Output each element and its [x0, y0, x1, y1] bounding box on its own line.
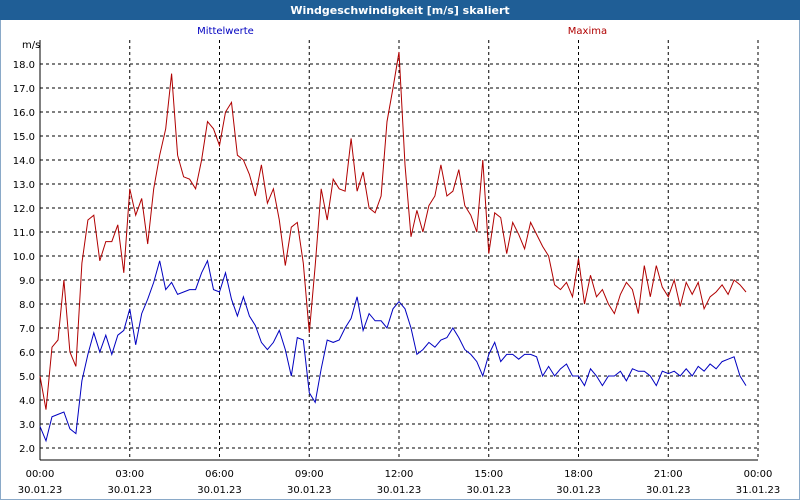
x-tick-time-label: 15:00 — [474, 469, 503, 480]
x-tick-date-label: 30.01.23 — [466, 485, 511, 496]
y-tick-label: 5.0 — [19, 372, 35, 383]
chart-title-bar: Windgeschwindigkeit [m/s] skaliert — [0, 0, 800, 20]
x-tick-date-label: 30.01.23 — [107, 485, 152, 496]
x-tick-date-label: 30.01.23 — [377, 485, 422, 496]
axes — [39, 40, 758, 461]
y-tick-label: 9.0 — [19, 276, 35, 287]
tick-labels: 2.0 3.0 4.0 5.0 6.0 7.0 8.0 9.0 10.0 11.0 12.0 13.0… — [13, 26, 781, 496]
x-tick-time-label: 00:00 — [744, 469, 773, 480]
chart-title: Windgeschwindigkeit [m/s] skaliert — [290, 3, 510, 17]
x-tick-time-label: 06:00 — [205, 469, 234, 480]
legend-mittelwerte: Mittelwerte — [197, 26, 254, 37]
grid-lines — [39, 40, 759, 460]
y-tick-label: 6.0 — [19, 348, 35, 359]
x-tick-time-label: 18:00 — [564, 469, 593, 480]
series-lines — [39, 51, 747, 443]
x-tick-time-label: 12:00 — [385, 469, 414, 480]
x-tick-time-label: 21:00 — [654, 469, 683, 480]
legend-maxima: Maxima — [568, 26, 607, 37]
series-line-mittelwerte — [39, 259, 747, 443]
y-tick-label: 14.0 — [13, 156, 35, 167]
y-tick-label: 16.0 — [13, 108, 35, 119]
y-axis-unit-label: m/s — [22, 40, 40, 51]
x-tick-time-label: 09:00 — [295, 469, 324, 480]
y-tick-label: 15.0 — [13, 132, 35, 143]
x-tick-time-label: 03:00 — [115, 469, 144, 480]
y-tick-label: 17.0 — [13, 84, 35, 95]
y-tick-label: 7.0 — [19, 324, 35, 335]
y-tick-label: 12.0 — [13, 204, 35, 215]
x-tick-date-label: 31.01.23 — [736, 485, 781, 496]
y-tick-label: 11.0 — [13, 228, 35, 239]
y-tick-label: 2.0 — [19, 444, 35, 455]
x-tick-date-label: 30.01.23 — [556, 485, 601, 496]
x-tick-date-label: 30.01.23 — [18, 485, 63, 496]
x-tick-date-label: 30.01.23 — [197, 485, 242, 496]
y-tick-label: 4.0 — [19, 396, 35, 407]
y-tick-label: 10.0 — [13, 252, 35, 263]
x-tick-date-label: 30.01.23 — [646, 485, 691, 496]
x-tick-date-label: 30.01.23 — [287, 485, 332, 496]
x-tick-time-label: 00:00 — [26, 469, 55, 480]
y-tick-label: 8.0 — [19, 300, 35, 311]
y-tick-label: 18.0 — [13, 60, 35, 71]
series-line-maxima — [39, 51, 747, 410]
y-tick-label: 3.0 — [19, 420, 35, 431]
y-tick-label: 13.0 — [13, 180, 35, 191]
